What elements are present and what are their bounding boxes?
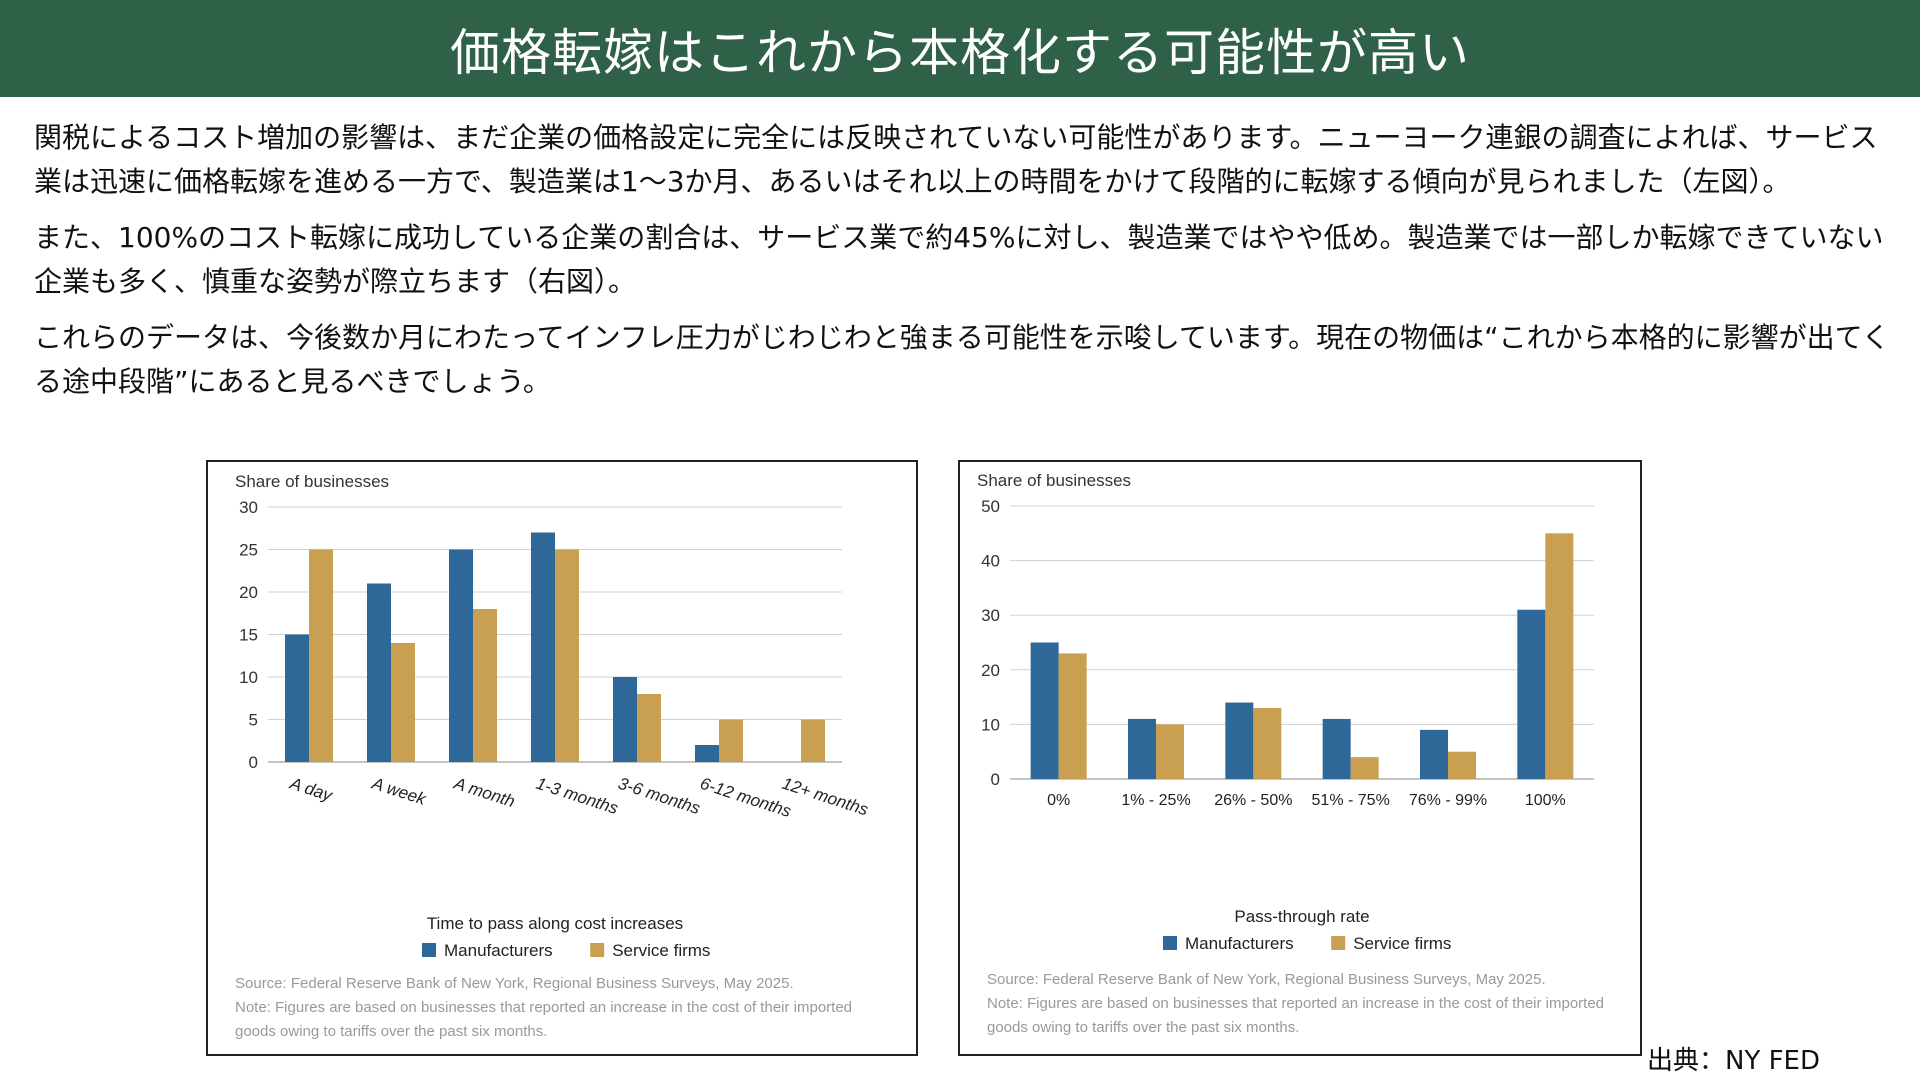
left-chart-x-tick-label: A day [287, 773, 336, 805]
left-chart-bar [801, 719, 825, 762]
right-chart-y-axis-label: Share of businesses [977, 471, 1131, 490]
left-chart-bar [391, 643, 415, 762]
right-chart-x-tick-label: 26% - 50% [1214, 792, 1292, 809]
paragraph-3: これらのデータは、今後数か月にわたってインフレ圧力がじわじわと強まる可能性を示唆… [34, 321, 1890, 398]
left-chart-y-tick-label: 10 [239, 668, 258, 687]
right-chart-y-tick-label: 40 [981, 552, 1000, 571]
paragraph-2: また、100%のコスト転嫁に成功している企業の割合は、サービス業で約45%に対し… [34, 221, 1884, 298]
left-chart-y-tick-label: 15 [239, 626, 258, 645]
left-chart-legend-label: Service firms [612, 941, 710, 960]
left-chart-legend-swatch [422, 943, 436, 957]
left-chart-y-tick-label: 30 [239, 498, 258, 517]
left-chart-y-tick-label: 5 [249, 711, 258, 730]
chart-right-note-2: goods owing to tariffs over the past six… [987, 1019, 1300, 1036]
right-chart-x-axis-label: Pass-through rate [1234, 907, 1369, 926]
right-chart-x-tick-label: 76% - 99% [1409, 792, 1487, 809]
right-chart-bar [1058, 653, 1087, 779]
chart-right-note-1: Note: Figures are based on businesses th… [987, 995, 1605, 1012]
right-chart-bar [1030, 642, 1059, 779]
left-chart-x-tick-label: 12+ months [780, 774, 871, 820]
right-chart-bar [1225, 702, 1254, 779]
right-chart-bar [1545, 533, 1574, 779]
right-chart-x-tick-label: 51% - 75% [1312, 792, 1390, 809]
chart-right-svg: Share of businesses 0 10 20 30 40 50 0% 1% - 25%… [977, 471, 1594, 953]
left-chart-x-axis-label: Time to pass along cost increases [427, 914, 683, 933]
left-chart-legend-label: Manufacturers [444, 941, 553, 960]
right-chart-y-tick-label: 30 [981, 606, 1000, 625]
left-chart-bar [695, 745, 719, 762]
left-chart-bar [555, 549, 579, 762]
source-label: 出典：NY FED [1647, 1046, 1820, 1076]
left-chart-legend-swatch [590, 943, 605, 957]
left-chart-bar [309, 549, 333, 762]
right-chart-bar [1420, 729, 1448, 779]
left-chart-x-tick-label: 3-6 months [616, 774, 703, 819]
right-chart-legend-label: Service firms [1353, 934, 1451, 953]
page-header: 価格転嫁はこれから本格化する可能性が高い [0, 0, 1920, 97]
left-chart-bar [285, 634, 309, 762]
right-chart-legend-swatch [1331, 936, 1346, 950]
right-chart-x-tick-label: 0% [1047, 792, 1070, 809]
body-text: 関税によるコスト増加の影響は、まだ企業の価格設定に完全には反映されていない可能性… [34, 116, 1894, 416]
right-chart-y-tick-label: 20 [981, 661, 1000, 680]
right-chart-legend-label: Manufacturers [1185, 934, 1294, 953]
left-chart-bar [449, 549, 473, 762]
left-chart-x-tick-label: A week [369, 773, 430, 809]
left-chart-bar [613, 677, 637, 762]
chart-left-note-2: goods owing to tariffs over the past six… [235, 1023, 548, 1040]
left-chart-x-tick-label: 6-12 months [698, 774, 794, 821]
paragraph-1: 関税によるコスト増加の影響は、まだ企業の価格設定に完全には反映されていない可能性… [34, 121, 1878, 198]
right-chart-bar [1517, 609, 1546, 779]
page-title: 価格転嫁はこれから本格化する可能性が高い [450, 23, 1470, 82]
left-chart-y-axis-label: Share of businesses [235, 472, 389, 491]
right-chart-x-tick-label: 1% - 25% [1121, 792, 1190, 809]
chart-left-note-1: Note: Figures are based on businesses th… [235, 999, 853, 1016]
chart-right-source: Source: Federal Reserve Bank of New York… [987, 971, 1546, 988]
right-chart-x-tick-label: 100% [1525, 792, 1566, 809]
left-chart-x-tick-label: 1-3 months [534, 774, 621, 819]
right-chart-bar [1128, 718, 1156, 779]
left-chart-y-tick-label: 0 [249, 753, 258, 772]
right-chart-y-tick-label: 50 [981, 497, 1000, 516]
right-chart-bar [1253, 708, 1282, 779]
left-chart-y-tick-label: 25 [239, 541, 258, 560]
chart-pass-along-time: Share of businesses 0 5 10 15 20 25 30 A day A we… [206, 460, 918, 1056]
right-chart-bar [1448, 751, 1476, 779]
left-chart-y-tick-label: 20 [239, 583, 258, 602]
right-chart-legend-swatch [1163, 936, 1177, 950]
left-chart-bar [719, 719, 743, 762]
chart-left-svg: Share of businesses 0 5 10 15 20 25 30 A day A we… [235, 472, 871, 960]
left-chart-bar [367, 583, 391, 762]
right-chart-y-tick-label: 0 [991, 770, 1000, 789]
left-chart-x-tick-label: A month [451, 773, 517, 811]
chart-left-source: Source: Federal Reserve Bank of New York… [235, 975, 794, 992]
right-chart-bar [1322, 718, 1351, 779]
chart-pass-through-rate: Share of businesses 0 10 20 30 40 50 0% 1% - 25%… [958, 460, 1642, 1056]
right-chart-bar [1156, 724, 1184, 779]
right-chart-bar [1350, 757, 1379, 779]
left-chart-bar [473, 609, 497, 762]
left-chart-bar [531, 532, 555, 762]
right-chart-y-tick-label: 10 [981, 715, 1000, 734]
left-chart-bar [637, 694, 661, 762]
